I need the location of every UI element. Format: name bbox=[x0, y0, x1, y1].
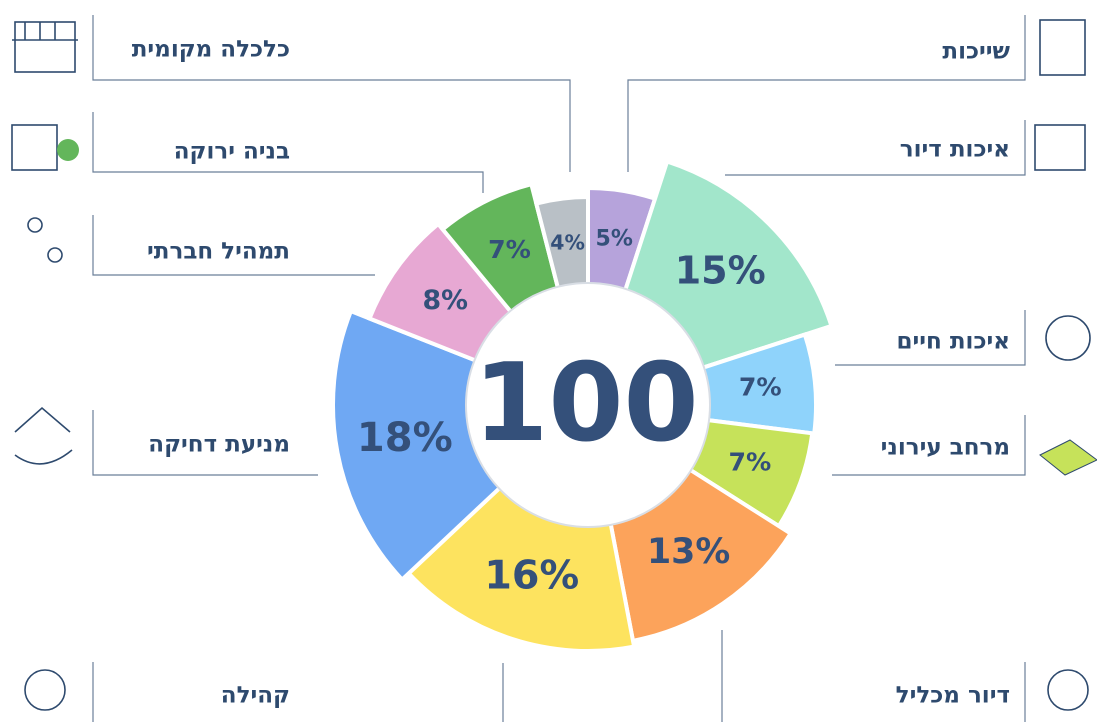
value-label: 15% bbox=[675, 248, 766, 292]
category-label: מרחב עירוני bbox=[881, 435, 1010, 461]
icon-urban bbox=[1039, 439, 1097, 476]
leader bbox=[627, 15, 1026, 172]
leader bbox=[835, 310, 1026, 366]
leader bbox=[92, 662, 504, 722]
icon-people bbox=[47, 247, 63, 263]
value-label: 13% bbox=[647, 532, 730, 572]
icons bbox=[11, 19, 1097, 711]
icon-housing bbox=[1034, 124, 1086, 171]
icon-community bbox=[24, 669, 66, 711]
icon-belong bbox=[1039, 19, 1086, 76]
leader bbox=[92, 112, 484, 193]
value-label: 8% bbox=[422, 285, 468, 316]
icon-inclusive bbox=[1047, 669, 1089, 711]
donut: 5% 15% 7% 7% 13% 16% 18% 8% 7% 4% bbox=[331, 159, 834, 653]
leader bbox=[92, 215, 375, 276]
category-label: דיור מכליל bbox=[896, 683, 1010, 709]
value-label: 7% bbox=[488, 235, 531, 264]
value-label: 4% bbox=[550, 230, 585, 254]
icon-shop bbox=[14, 21, 76, 73]
leader bbox=[721, 630, 1026, 722]
icon-shop bbox=[12, 22, 78, 41]
category-label: תמהיל חברתי bbox=[147, 239, 290, 265]
leader-lines bbox=[92, 15, 1026, 722]
center-circle bbox=[465, 282, 711, 528]
category-label: מניעת דחיקה bbox=[148, 432, 290, 458]
category-label: בניה ירוקה bbox=[174, 139, 290, 165]
category-label: איכות חיים bbox=[896, 329, 1010, 355]
icon-tree bbox=[57, 139, 79, 161]
category-label: איכות דיור bbox=[900, 137, 1010, 163]
value-label: 18% bbox=[357, 415, 453, 461]
category-label: כלכלה מקומית bbox=[132, 37, 290, 63]
value-label: 16% bbox=[484, 553, 579, 599]
icon-life bbox=[1045, 315, 1091, 361]
category-label: קהילה bbox=[221, 683, 290, 709]
icon-people bbox=[27, 217, 43, 233]
leader bbox=[832, 415, 1026, 476]
leader bbox=[725, 120, 1026, 176]
value-label: 7% bbox=[728, 447, 771, 476]
leader bbox=[92, 15, 571, 172]
leader bbox=[92, 410, 318, 476]
category-label: שייכות bbox=[942, 39, 1010, 65]
value-label: 5% bbox=[596, 227, 633, 252]
value-label: 7% bbox=[739, 373, 782, 402]
icon-hands bbox=[14, 406, 73, 465]
center-label: 100 bbox=[473, 341, 698, 466]
icon-building bbox=[11, 124, 58, 171]
